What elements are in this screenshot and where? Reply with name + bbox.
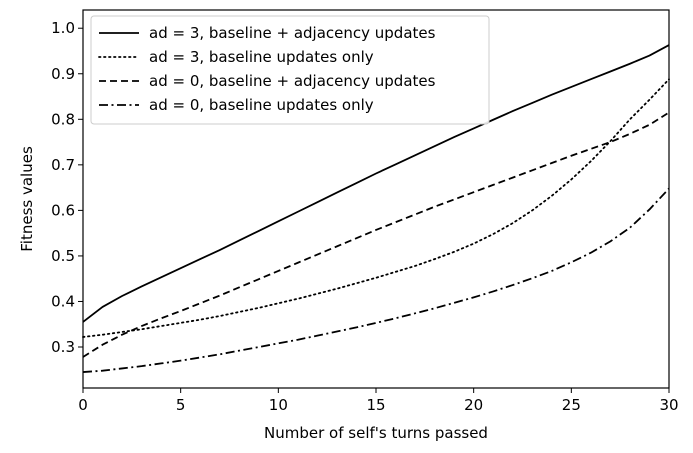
legend-label-2: ad = 3, baseline updates only — [149, 48, 374, 66]
y-tick-label: 0.4 — [51, 292, 75, 310]
x-tick-label: 15 — [366, 396, 385, 414]
series-line-2 — [82, 78, 670, 338]
series-line-1 — [82, 44, 670, 323]
y-tick-label: 0.6 — [51, 201, 75, 219]
legend-label-4: ad = 0, baseline updates only — [149, 96, 374, 114]
legend-label-3: ad = 0, baseline + adjacency updates — [149, 72, 436, 90]
x-tick-label: 30 — [659, 396, 678, 414]
series-line-3 — [82, 111, 670, 358]
y-tick-label: 1.0 — [51, 19, 75, 37]
x-axis: 0 5 10 15 20 25 30 — [78, 388, 679, 414]
y-tick-label: 0.8 — [51, 110, 75, 128]
y-tick-label: 0.7 — [51, 156, 75, 174]
y-axis: 0.3 0.4 0.5 0.6 0.7 0.8 0.9 1.0 — [51, 19, 83, 356]
legend-frame — [90, 15, 490, 125]
y-tick-label: 0.9 — [51, 65, 75, 83]
x-tick-label: 10 — [269, 396, 288, 414]
y-axis-label: Fitness values — [18, 146, 36, 252]
x-tick-label: 0 — [78, 396, 88, 414]
legend: ad = 3, baseline + adjacency updates ad =… — [90, 15, 490, 125]
x-tick-label: 20 — [464, 396, 483, 414]
x-tick-label: 5 — [176, 396, 186, 414]
series-line-4 — [82, 187, 670, 373]
x-axis-label: Number of self's turns passed — [264, 424, 488, 442]
legend-label-1: ad = 3, baseline + adjacency updates — [149, 24, 436, 42]
series-lines — [82, 44, 670, 373]
x-tick-label: 25 — [562, 396, 581, 414]
y-tick-label: 0.5 — [51, 247, 75, 265]
y-tick-label: 0.3 — [51, 338, 75, 356]
